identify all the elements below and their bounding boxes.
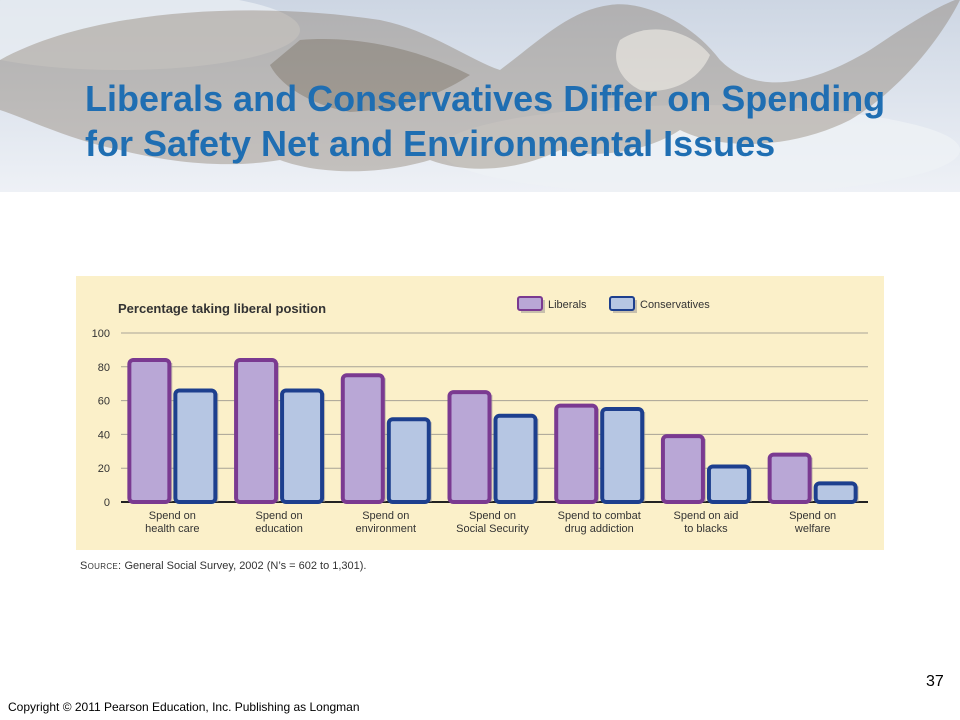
bar-liberals <box>767 452 812 504</box>
legend-label-conservatives: Conservatives <box>640 299 710 311</box>
bar-conservatives <box>280 388 325 504</box>
x-tick-label: Spend on <box>362 510 409 522</box>
legend-swatch-liberals <box>517 296 543 311</box>
y-tick-label: 60 <box>98 396 110 408</box>
bar-conservatives <box>706 464 751 504</box>
x-tick-label: environment <box>356 523 417 535</box>
slide-title: Liberals and Conservatives Differ on Spe… <box>85 78 886 164</box>
x-tick-label: education <box>255 523 303 535</box>
bar-liberals <box>234 358 279 505</box>
source-label: Source: <box>80 560 122 572</box>
legend-swatch-conservatives <box>609 296 635 311</box>
x-tick-label: health care <box>145 523 199 535</box>
bar-conservatives <box>173 388 218 504</box>
legend-label-liberals: Liberals <box>548 299 587 311</box>
y-tick-label: 80 <box>98 362 110 374</box>
x-tick-label: Spend on <box>149 510 196 522</box>
chart-panel: 0 20 40 60 80 100 Spend on health care Spend on… <box>76 276 884 550</box>
eagle-image <box>0 0 960 192</box>
source-text: General Social Survey, 2002 (N’s = 602 t… <box>124 560 367 572</box>
x-tick-label: welfare <box>794 523 830 535</box>
bar-conservatives <box>600 407 645 504</box>
bar-liberals <box>554 403 599 504</box>
x-tick-label: Spend on <box>256 510 303 522</box>
x-tick-label: Spend on <box>789 510 836 522</box>
chart-title: Percentage taking liberal position <box>118 301 326 316</box>
x-tick-label: to blacks <box>684 523 728 535</box>
page-number: 37 <box>926 673 944 690</box>
copyright-notice: Copyright © 2011 Pearson Education, Inc.… <box>8 700 360 714</box>
bar-conservatives <box>813 481 858 505</box>
x-tick-label: Spend to combat <box>558 510 641 522</box>
x-tick-label: Social Security <box>456 523 529 535</box>
bar-liberals <box>340 373 385 504</box>
y-tick-label: 0 <box>104 497 110 509</box>
y-tick-label: 40 <box>98 429 110 441</box>
bar-liberals <box>447 390 492 504</box>
y-tick-label: 100 <box>92 328 110 340</box>
source-note: Source: General Social Survey, 2002 (N’s… <box>80 560 367 572</box>
bar-liberals <box>127 358 172 505</box>
bar-liberals <box>660 434 705 504</box>
x-tick-label: Spend on <box>469 510 516 522</box>
x-tick-label: Spend on aid <box>674 510 739 522</box>
bar-conservatives <box>493 413 538 504</box>
x-tick-label: drug addiction <box>565 523 634 535</box>
bar-conservatives <box>386 417 431 504</box>
y-tick-label: 20 <box>98 463 110 475</box>
eagle-banner <box>0 0 960 192</box>
